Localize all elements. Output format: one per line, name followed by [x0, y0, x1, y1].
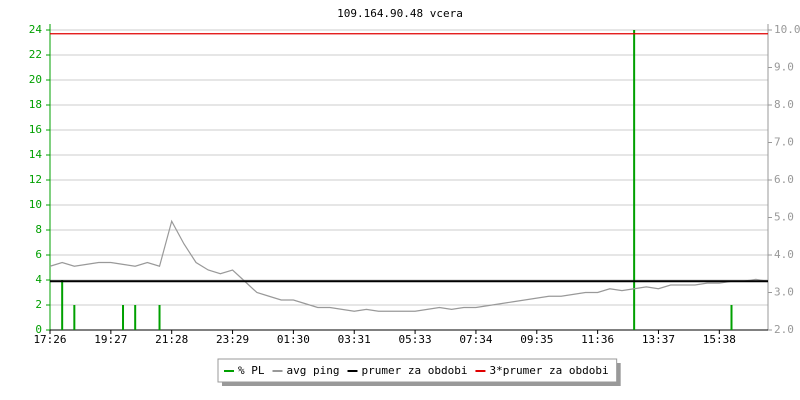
y-tick-label: 18	[29, 98, 42, 111]
legend-box	[217, 358, 618, 383]
y-tick-label: 8	[35, 223, 42, 236]
y-tick-label: 14	[29, 148, 43, 161]
legend-label: avg ping	[287, 364, 340, 377]
x-tick-label: 05:33	[399, 333, 432, 346]
y-tick-label: 24	[29, 23, 43, 36]
x-tick-label: 01:30	[277, 333, 310, 346]
x-tick-label: 13:37	[642, 333, 675, 346]
y-tick-label: 2	[35, 298, 42, 311]
x-tick-label: 19:27	[94, 333, 127, 346]
y-tick-label: 0	[35, 323, 42, 336]
y2-tick-label: 7.0	[774, 136, 794, 149]
x-tick-label: 15:38	[703, 333, 736, 346]
chart-title: 109.164.90.48 vcera	[337, 7, 463, 20]
y2-tick-label: 10.0	[774, 23, 800, 36]
y-tick-label: 6	[35, 248, 42, 261]
y2-tick-label: 2.0	[774, 323, 794, 336]
x-tick-label: 17:26	[33, 333, 66, 346]
x-tick-label: 11:36	[581, 333, 614, 346]
x-tick-label: 03:31	[338, 333, 371, 346]
y2-tick-label: 6.0	[774, 173, 794, 186]
y-tick-label: 4	[35, 273, 42, 286]
legend-label: prumer za obdobi	[361, 364, 467, 377]
legend-label: % PL	[238, 364, 265, 377]
y-tick-label: 20	[29, 73, 42, 86]
y-tick-label: 22	[29, 48, 42, 61]
y2-tick-label: 9.0	[774, 61, 794, 74]
y-tick-label: 10	[29, 198, 42, 211]
y2-tick-label: 8.0	[774, 98, 794, 111]
legend-label: 3*prumer za obdobi	[489, 364, 608, 377]
y2-tick-label: 4.0	[774, 248, 794, 261]
x-tick-label: 23:29	[216, 333, 249, 346]
y-tick-label: 12	[29, 173, 42, 186]
y2-tick-label: 3.0	[774, 286, 794, 299]
x-tick-label: 09:35	[520, 333, 553, 346]
x-tick-label: 07:34	[459, 333, 492, 346]
y2-tick-label: 5.0	[774, 211, 794, 224]
y-tick-label: 16	[29, 123, 42, 136]
ping-line	[49, 219, 769, 312]
legend: % PL avg ping prumer za obdobi 3*prumer za …	[217, 358, 621, 386]
x-tick-label: 21:28	[155, 333, 188, 346]
